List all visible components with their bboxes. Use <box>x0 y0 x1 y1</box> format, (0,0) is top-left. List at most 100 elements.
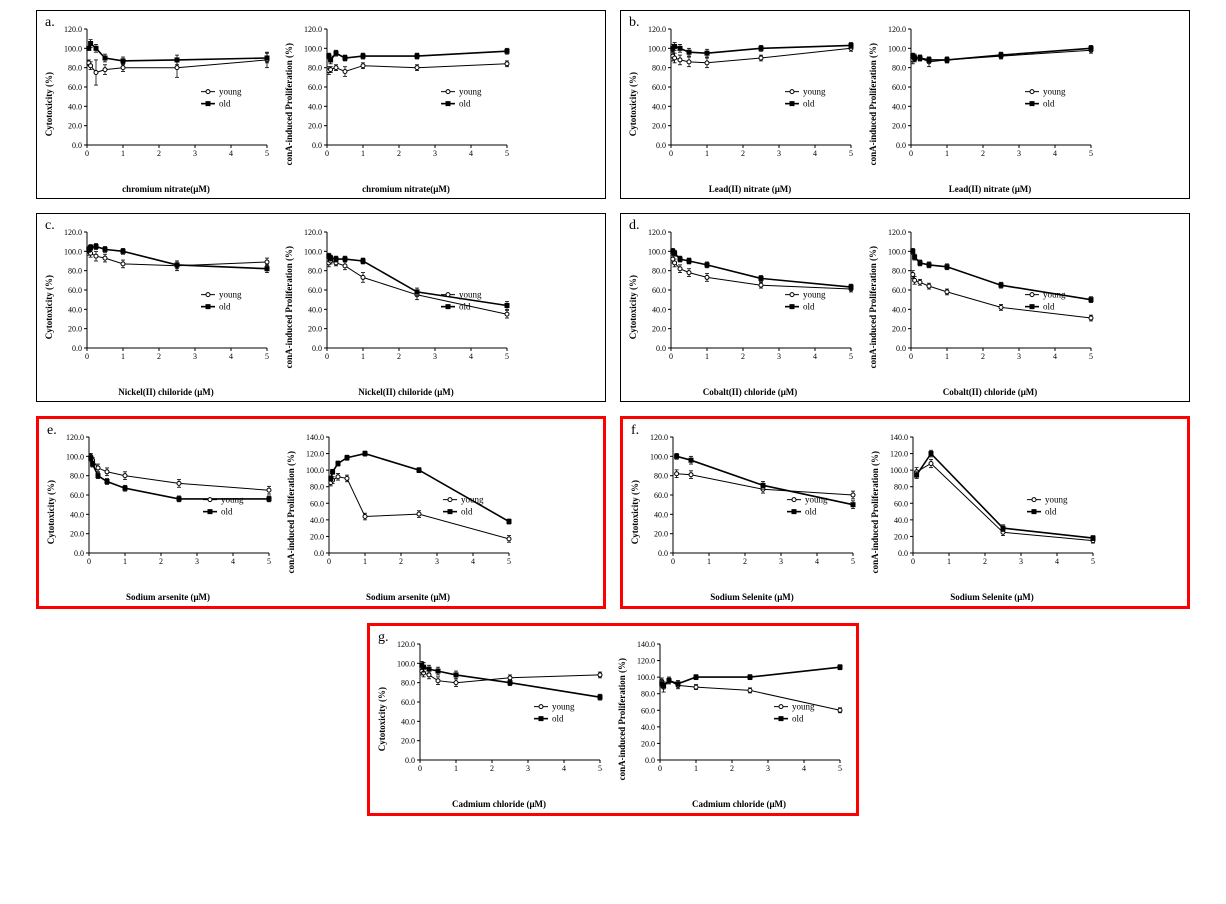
svg-text:old: old <box>461 507 473 517</box>
svg-text:4: 4 <box>231 557 235 566</box>
svg-text:4: 4 <box>469 352 473 361</box>
svg-text:4: 4 <box>815 557 819 566</box>
svg-text:100.0: 100.0 <box>304 247 322 256</box>
chart-wrap-b-0: Cytotoxicity (%) 0.020.040.060.080.0100.… <box>627 15 861 194</box>
svg-text:3: 3 <box>433 352 437 361</box>
chart-wrap-d-0: Cytotoxicity (%) 0.020.040.060.080.0100.… <box>627 218 861 397</box>
svg-text:100.0: 100.0 <box>650 452 668 461</box>
svg-text:young: young <box>459 290 482 300</box>
svg-text:0.0: 0.0 <box>645 756 655 765</box>
svg-text:young: young <box>461 495 484 505</box>
svg-text:40.0: 40.0 <box>68 305 82 314</box>
xlabel: Sodium arsenite (μM) <box>297 592 519 602</box>
svg-text:100.0: 100.0 <box>304 44 322 53</box>
svg-text:4: 4 <box>1053 352 1057 361</box>
svg-text:2: 2 <box>741 149 745 158</box>
svg-text:20.0: 20.0 <box>68 122 82 131</box>
svg-text:120.0: 120.0 <box>64 25 82 34</box>
svg-text:0: 0 <box>87 557 91 566</box>
chart-wrap-c-1: conA-induced Proliferation (%) 0.020.040… <box>283 218 517 397</box>
chart-wrap-a-1: conA-induced Proliferation (%) 0.020.040… <box>283 15 517 194</box>
ylabel: conA-induced Proliferation (%) <box>867 246 879 368</box>
svg-text:5: 5 <box>265 352 269 361</box>
xlabel: Nickel(II) chiloride (μM) <box>295 387 517 397</box>
svg-text:40.0: 40.0 <box>894 516 908 525</box>
svg-text:4: 4 <box>1053 149 1057 158</box>
svg-text:3: 3 <box>1017 352 1021 361</box>
svg-text:40.0: 40.0 <box>308 102 322 111</box>
ylabel: Cytotoxicity (%) <box>43 72 55 136</box>
svg-text:0.0: 0.0 <box>896 344 906 353</box>
ylabel: Cytotoxicity (%) <box>629 480 641 544</box>
ylabel: conA-induced Proliferation (%) <box>616 658 628 780</box>
svg-text:old: old <box>552 714 564 724</box>
ylabel: Cytotoxicity (%) <box>43 275 55 339</box>
svg-text:100.0: 100.0 <box>397 659 415 668</box>
svg-text:100.0: 100.0 <box>890 466 908 475</box>
svg-text:old: old <box>1043 99 1055 109</box>
panel-g: g. Cytotoxicity (%) 0.020.040.060.080.01… <box>367 623 859 816</box>
svg-text:2: 2 <box>159 557 163 566</box>
svg-text:4: 4 <box>469 149 473 158</box>
svg-text:5: 5 <box>507 557 511 566</box>
panel-f: f. Cytotoxicity (%) 0.020.040.060.080.01… <box>620 416 1190 609</box>
svg-text:5: 5 <box>1089 352 1093 361</box>
chart-e-0: 0.020.040.060.080.0100.0120.0012345young… <box>57 423 279 591</box>
svg-text:0: 0 <box>418 764 422 773</box>
svg-text:0: 0 <box>909 149 913 158</box>
svg-text:40.0: 40.0 <box>641 723 655 732</box>
svg-text:young: young <box>1045 495 1068 505</box>
svg-text:old: old <box>803 302 815 312</box>
ylabel: Cytotoxicity (%) <box>627 275 639 339</box>
svg-text:1: 1 <box>945 352 949 361</box>
xlabel: Cadmium chloride (μM) <box>388 799 610 809</box>
svg-text:0: 0 <box>85 149 89 158</box>
ylabel: conA-induced Proliferation (%) <box>867 43 879 165</box>
panel-d: d. Cytotoxicity (%) 0.020.040.060.080.01… <box>620 213 1190 402</box>
svg-text:2: 2 <box>741 352 745 361</box>
chart-c-1: 0.020.040.060.080.0100.0120.0012345young… <box>295 218 517 386</box>
svg-text:3: 3 <box>1019 557 1023 566</box>
svg-text:old: old <box>459 99 471 109</box>
svg-text:1: 1 <box>705 149 709 158</box>
svg-text:3: 3 <box>777 149 781 158</box>
svg-text:2: 2 <box>981 352 985 361</box>
chart-c-0: 0.020.040.060.080.0100.0120.0012345young… <box>55 218 277 386</box>
svg-text:0.0: 0.0 <box>72 344 82 353</box>
svg-text:100.0: 100.0 <box>888 44 906 53</box>
chart-wrap-e-0: Cytotoxicity (%) 0.020.040.060.080.0100.… <box>45 423 279 602</box>
svg-text:80.0: 80.0 <box>308 64 322 73</box>
svg-text:60.0: 60.0 <box>652 286 666 295</box>
svg-text:140.0: 140.0 <box>637 640 655 649</box>
svg-text:60.0: 60.0 <box>68 83 82 92</box>
svg-text:young: young <box>1043 290 1066 300</box>
svg-text:4: 4 <box>562 764 566 773</box>
svg-text:20.0: 20.0 <box>892 122 906 131</box>
svg-text:young: young <box>805 495 828 505</box>
svg-text:0: 0 <box>325 352 329 361</box>
svg-text:0.0: 0.0 <box>74 549 84 558</box>
svg-text:4: 4 <box>802 764 806 773</box>
svg-text:1: 1 <box>361 352 365 361</box>
svg-text:20.0: 20.0 <box>310 532 324 541</box>
svg-text:young: young <box>1043 87 1066 97</box>
chart-a-0: 0.020.040.060.080.0100.0120.0012345young… <box>55 15 277 183</box>
svg-text:3: 3 <box>193 149 197 158</box>
svg-text:80.0: 80.0 <box>652 64 666 73</box>
svg-text:old: old <box>1043 302 1055 312</box>
svg-text:old: old <box>1045 507 1057 517</box>
chart-wrap-f-0: Cytotoxicity (%) 0.020.040.060.080.0100.… <box>629 423 863 602</box>
svg-text:0.0: 0.0 <box>314 549 324 558</box>
svg-text:0.0: 0.0 <box>312 141 322 150</box>
svg-text:2: 2 <box>743 557 747 566</box>
chart-d-0: 0.020.040.060.080.0100.0120.0012345young… <box>639 218 861 386</box>
svg-text:0.0: 0.0 <box>405 756 415 765</box>
chart-b-0: 0.020.040.060.080.0100.0120.0012345young… <box>639 15 861 183</box>
svg-text:0: 0 <box>911 557 915 566</box>
svg-text:0.0: 0.0 <box>656 141 666 150</box>
xlabel: Lead(II) nitrate (μM) <box>879 184 1101 194</box>
svg-text:1: 1 <box>945 149 949 158</box>
svg-text:4: 4 <box>813 149 817 158</box>
xlabel: chromium nitrate(μM) <box>55 184 277 194</box>
svg-text:100.0: 100.0 <box>64 44 82 53</box>
